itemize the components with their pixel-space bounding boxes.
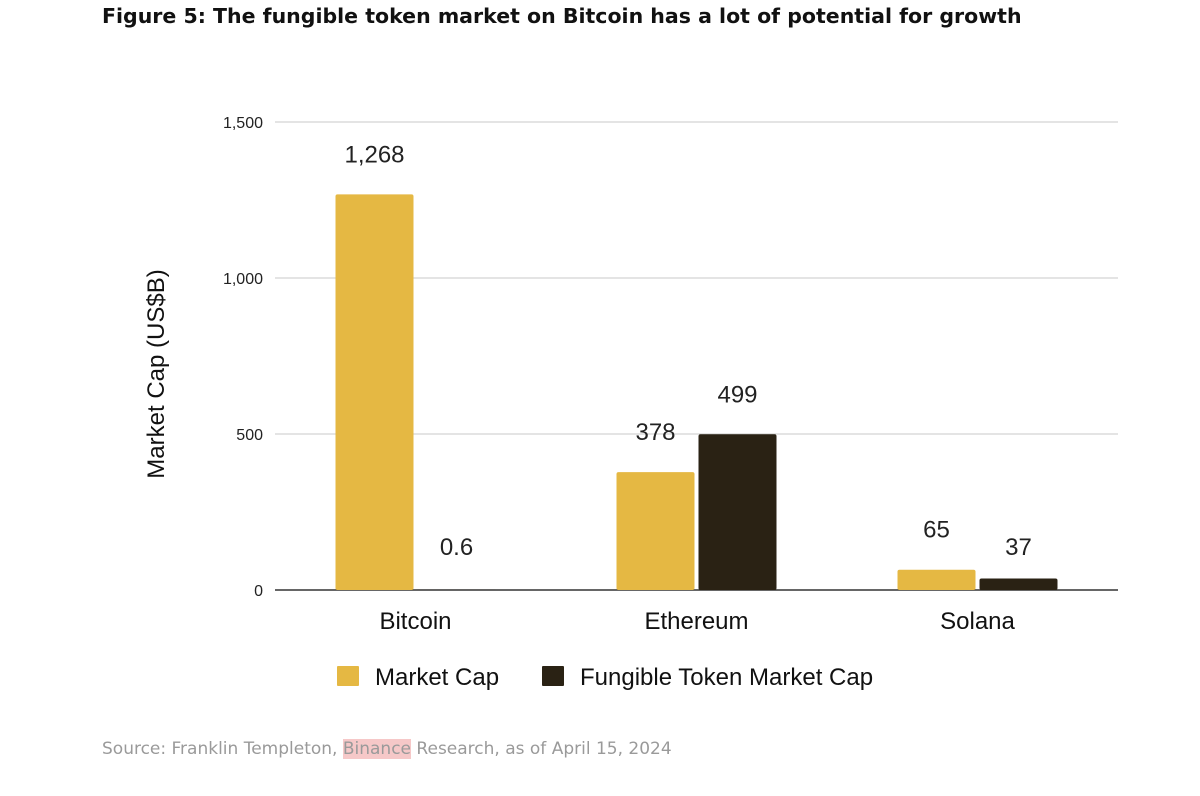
y-axis-label: Market Cap (US$B) [143,269,170,478]
data-label: 65 [923,517,950,544]
bar-ethereum-market-cap [616,472,695,590]
legend-label: Market Cap [375,664,499,691]
source-prefix: Source: Franklin Templeton, [102,739,343,759]
y-tick-label: 1,000 [223,271,263,288]
data-label: 37 [1005,534,1032,561]
x-tick-label: Solana [940,608,1015,635]
legend-label: Fungible Token Market Cap [580,664,873,691]
legend-swatch-market-cap [337,666,359,686]
source-suffix: Research, as of April 15, 2024 [411,739,672,759]
source-note: Source: Franklin Templeton, Binance Rese… [102,739,672,759]
x-tick-label: Ethereum [644,608,748,635]
source-highlight: Binance [342,739,412,759]
bar-ethereum-fungible-token-market-cap [698,434,777,590]
legend-swatch-fungible-token-market-cap [542,666,564,686]
data-label: 0.6 [440,534,473,561]
y-tick-label: 0 [254,583,263,600]
data-label: 378 [635,419,675,446]
x-tick-label: Bitcoin [379,608,451,635]
y-tick-label: 500 [236,427,263,444]
bar-solana-market-cap [897,569,976,590]
figure-title: Figure 5: The fungible token market on B… [102,4,1022,28]
y-tick-label: 1,500 [223,115,263,132]
bar-chart: 0 500 1,000 1,500 Market Cap (US$B) 1,268 0.6 B… [143,115,1118,691]
data-label: 499 [717,381,757,408]
bar-solana-fungible-token-market-cap [979,578,1058,590]
bar-bitcoin-market-cap [335,194,414,590]
data-label: 1,268 [344,141,404,168]
